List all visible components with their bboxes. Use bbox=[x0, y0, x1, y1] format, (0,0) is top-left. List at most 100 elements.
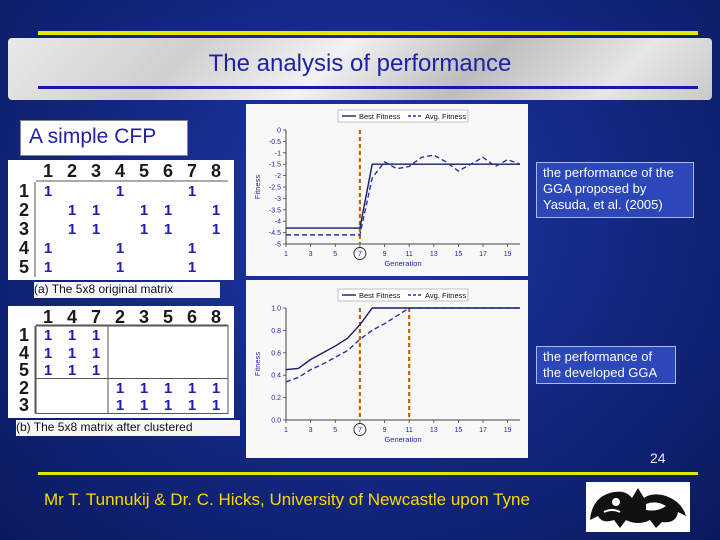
highlight-circle bbox=[353, 247, 367, 260]
matrix-cell: 1 bbox=[163, 221, 173, 238]
y-tick-label: -1 bbox=[275, 150, 281, 157]
matrix-column-header: 1 bbox=[42, 307, 53, 327]
matrix-row-label: 2 bbox=[18, 200, 29, 220]
x-tick-label: 13 bbox=[430, 427, 438, 434]
legend-box bbox=[337, 109, 469, 123]
y-tick-label: -2.5 bbox=[269, 185, 281, 192]
matrix-column-header: 3 bbox=[90, 161, 101, 181]
slide-title: The analysis of performance bbox=[208, 50, 512, 77]
matrix-cell: 1 bbox=[67, 221, 77, 238]
legend-label: Avg. Fitness bbox=[425, 291, 466, 300]
matrix-cell: 1 bbox=[67, 202, 77, 219]
matrix-cell: 1 bbox=[187, 259, 197, 276]
footer-author: Mr T. Tunnukij & Dr. C. Hicks, Universit… bbox=[44, 490, 530, 509]
matrix-cell: 1 bbox=[91, 202, 101, 219]
legend-box bbox=[337, 288, 469, 302]
matrix-cell: 1 bbox=[115, 397, 125, 414]
x-tick-label: 19 bbox=[504, 251, 512, 258]
y-tick-label: 0.8 bbox=[271, 328, 281, 335]
chart-legend: Best Fitness Avg. Fitness bbox=[337, 288, 469, 302]
y-tick-label: 0.4 bbox=[271, 373, 281, 380]
matrix-cell: 1 bbox=[139, 202, 149, 219]
matrix-cell: 1 bbox=[43, 344, 53, 362]
y-tick-label: 0.2 bbox=[271, 395, 281, 402]
x-tick-label: 11 bbox=[406, 427, 413, 434]
matrix-column-header: 5 bbox=[162, 307, 173, 327]
matrix-column-header: 6 bbox=[186, 307, 197, 327]
y-axis-label: Fitness bbox=[253, 175, 262, 199]
matrix-cell: 1 bbox=[115, 240, 125, 257]
y-tick-label: -1.5 bbox=[269, 162, 281, 169]
chart-2: Best Fitness Avg. Fitness 0.0 0.2 0.4 0.6 0.8 1… bbox=[253, 288, 520, 444]
legend-label: Best Fitness bbox=[359, 112, 401, 121]
matrix-cell: 1 bbox=[211, 379, 221, 397]
matrix-cluster-box bbox=[107, 378, 229, 414]
x-axis-label: Generation bbox=[384, 435, 421, 444]
page-number: 24 bbox=[650, 450, 666, 466]
matrix-cell: 1 bbox=[211, 202, 221, 219]
matrix-cell: 1 bbox=[163, 202, 173, 219]
x-tick-label: 15 bbox=[455, 251, 463, 258]
x-tick-label: 5 bbox=[333, 251, 337, 258]
matrix-cell: 1 bbox=[139, 221, 149, 238]
matrix-cell: 1 bbox=[91, 344, 101, 362]
matrix-cell: 1 bbox=[211, 397, 221, 414]
callout-developed: the performance of the developed GGA bbox=[536, 346, 676, 384]
legend-label: Best Fitness bbox=[359, 291, 401, 300]
x-tick-label: 11 bbox=[406, 251, 413, 258]
matrix-cell: 1 bbox=[43, 362, 53, 379]
y-tick-label: -0.5 bbox=[269, 139, 281, 146]
x-axis-label: Generation bbox=[384, 259, 421, 268]
matrix-cell: 1 bbox=[163, 379, 173, 397]
y-tick-label: -3.5 bbox=[269, 207, 281, 214]
matrix-row-label: 1 bbox=[18, 181, 29, 201]
matrix-cell: 1 bbox=[187, 240, 197, 257]
matrix-column-header: 2 bbox=[114, 307, 125, 327]
series-line-avg bbox=[285, 307, 520, 383]
matrix-cell: 1 bbox=[43, 183, 53, 200]
y-tick-label: -2 bbox=[275, 173, 281, 180]
matrix-row-label: 5 bbox=[18, 360, 29, 380]
university-logo bbox=[586, 482, 690, 532]
matrix-row-label: 5 bbox=[18, 257, 29, 277]
matrix-cell: 1 bbox=[91, 362, 101, 379]
matrix-cell: 1 bbox=[115, 259, 125, 276]
matrix-cell: 1 bbox=[91, 221, 101, 238]
matrix-cell: 1 bbox=[67, 344, 77, 362]
matrix-cell: 1 bbox=[187, 379, 197, 397]
x-tick-label: 15 bbox=[455, 427, 463, 434]
matrix-cell: 1 bbox=[139, 379, 149, 397]
x-tick-label: 5 bbox=[333, 427, 337, 434]
x-tick-label: 1 bbox=[284, 251, 288, 258]
matrix-cell: 1 bbox=[91, 327, 101, 344]
matrix-b-grid bbox=[34, 324, 229, 414]
y-tick-label: -5 bbox=[275, 242, 281, 249]
chart-1: Best Fitness Avg. Fitness 0 -0.5 -1 -1.5 -2 -2.… bbox=[253, 109, 521, 268]
series-line-avg bbox=[286, 154, 521, 236]
y-tick-label: 0 bbox=[277, 128, 281, 135]
matrix-cell: 1 bbox=[115, 379, 125, 397]
matrix-cell: 1 bbox=[211, 221, 221, 238]
matrix-cell: 1 bbox=[43, 240, 53, 257]
matrix-cell: 1 bbox=[163, 397, 173, 414]
matrix-cell: 1 bbox=[115, 183, 125, 200]
matrix-cell: 1 bbox=[67, 362, 77, 379]
matrix-row-label: 3 bbox=[18, 219, 29, 239]
y-tick-label: 0.0 bbox=[271, 418, 281, 425]
matrix-row-label: 4 bbox=[18, 342, 29, 363]
chart-2-panel: Best Fitness Avg. Fitness 0.0 0.2 0.4 0.6 0.8 1… bbox=[246, 280, 528, 458]
matrix-column-header: 4 bbox=[66, 307, 77, 327]
matrix-row-label: 3 bbox=[18, 395, 29, 415]
matrix-column-header: 8 bbox=[210, 307, 221, 327]
matrix-cell: 1 bbox=[43, 259, 53, 276]
y-tick-label: -4 bbox=[275, 219, 281, 226]
callout-yasuda: the performance of the GGA proposed by Y… bbox=[536, 162, 694, 218]
y-tick-label: 1.0 bbox=[271, 306, 281, 313]
top-rule bbox=[38, 31, 698, 35]
matrix-column-header: 7 bbox=[90, 307, 101, 327]
matrix-row-label: 1 bbox=[18, 325, 29, 345]
x-tick-label: 9 bbox=[383, 427, 387, 434]
y-tick-label: -4.5 bbox=[269, 230, 281, 237]
